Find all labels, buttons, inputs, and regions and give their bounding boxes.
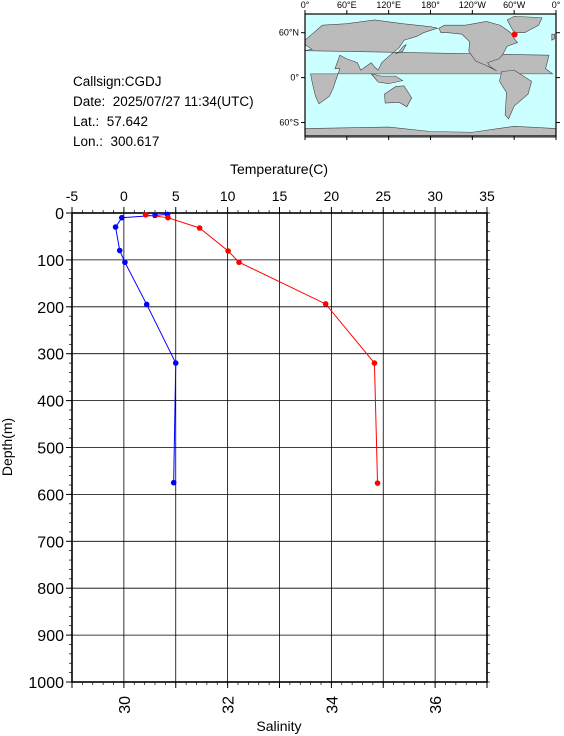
map-landmass-britain (551, 33, 555, 41)
top-tick-label: 35 (479, 188, 495, 204)
map-lon-label: 60°E (337, 0, 357, 10)
top-tick-label: 15 (272, 188, 288, 204)
map-landmass-greenland (506, 15, 543, 34)
latitude-text: Lat.: 57.642 (73, 114, 149, 129)
left-tick-label: 900 (37, 628, 64, 645)
top-tick-label: 0 (120, 188, 128, 204)
chart-grid (71, 212, 488, 683)
map-lon-label: 120°E (376, 0, 401, 10)
temperature-data-point (112, 224, 119, 230)
map-landmass-japan (395, 43, 407, 54)
chart-ticks: -5 0 5 10 15 20 25 30 35010020030040050060070080… (28, 188, 495, 714)
left-tick-label: 300 (37, 347, 64, 364)
bottom-tick-label: 32 (221, 696, 238, 714)
left-tick-label: 600 (37, 487, 64, 504)
temperature-data-point (116, 247, 123, 254)
map-landmass-eurasia-africa (304, 19, 554, 105)
map-landmass-indonesia (370, 73, 404, 84)
map-landmass-north-america (438, 21, 519, 72)
station-marker (511, 31, 518, 38)
salinity-data-point (196, 225, 203, 231)
salinity-data-point (142, 212, 149, 218)
temperature-data-point (122, 259, 128, 266)
left-tick-label: 400 (37, 394, 64, 411)
salinity-data-point (236, 259, 242, 266)
temperature-data-point (172, 360, 179, 366)
left-axis-label: Depth(m) (0, 418, 15, 476)
top-tick-label: -5 (66, 188, 79, 204)
bottom-tick-label: 34 (324, 696, 341, 714)
left-tick-label: 200 (37, 300, 64, 317)
salinity-data-point (165, 214, 171, 221)
map-lon-label: 0° (301, 0, 310, 10)
top-tick-label: 25 (375, 188, 391, 204)
left-tick-label: 700 (37, 534, 64, 551)
map-landmass-south-america (499, 69, 532, 120)
top-tick-label: 5 (172, 188, 180, 204)
date-text: Date: 2025/07/27 11:34(UTC) (73, 94, 254, 109)
callsign-text: Callsign:CGDJ (73, 74, 162, 89)
salinity-data-point (225, 248, 231, 254)
temperature-data-point (143, 301, 150, 308)
salinity-data-point (374, 480, 381, 486)
salinity-data-point (371, 360, 378, 366)
chart-series (112, 211, 381, 486)
left-tick-label: 100 (37, 253, 64, 270)
map-lon-label: 120°W (459, 0, 487, 10)
top-tick-label: 10 (220, 188, 236, 204)
bottom-tick-label: 30 (117, 696, 134, 714)
top-axis-label: Temperature(C) (230, 161, 328, 177)
left-tick-label: 500 (37, 441, 64, 458)
temperature-data-point (170, 479, 177, 486)
temperature-data-point (119, 214, 125, 221)
left-tick-label: 1000 (28, 675, 64, 692)
left-tick-label: 800 (37, 581, 64, 598)
world-map: 0° 60°E 120°E 180° 120°W 60°W 0° 60°N 0° 60°S (279, 0, 561, 140)
map-lon-label: 60°W (503, 0, 526, 10)
map-lat-label: 60°S (279, 118, 299, 128)
temperature-data-point (152, 212, 158, 219)
station-info: Callsign:CGDJ Date: 2025/07/27 11:34(UTC… (73, 72, 254, 152)
map-lon-label: 0° (552, 0, 561, 10)
map-landmass-australia (384, 85, 413, 108)
left-tick-label: 0 (55, 206, 64, 223)
map-lat-label: 60°N (279, 28, 299, 38)
longitude-text: Lon.: 300.617 (73, 134, 160, 149)
top-tick-label: 30 (427, 188, 443, 204)
bottom-axis-label: Salinity (256, 718, 301, 734)
bottom-tick-label: 36 (428, 696, 445, 714)
map-labels: 0° 60°E 120°E 180° 120°W 60°W 0° 60°N 0° 60°S (279, 0, 561, 128)
map-ticks (301, 10, 560, 140)
map-lat-label: 0° (290, 73, 299, 83)
map-lon-label: 180° (421, 0, 440, 10)
temperature-profile-line (115, 213, 177, 483)
salinity-data-point (322, 301, 329, 307)
world-map-inset: 0° 60°E 120°E 180° 120°W 60°W 0° 60°N 0° 60°S (0, 0, 564, 160)
top-tick-label: 20 (324, 188, 340, 204)
salinity-profile-line (145, 214, 379, 484)
